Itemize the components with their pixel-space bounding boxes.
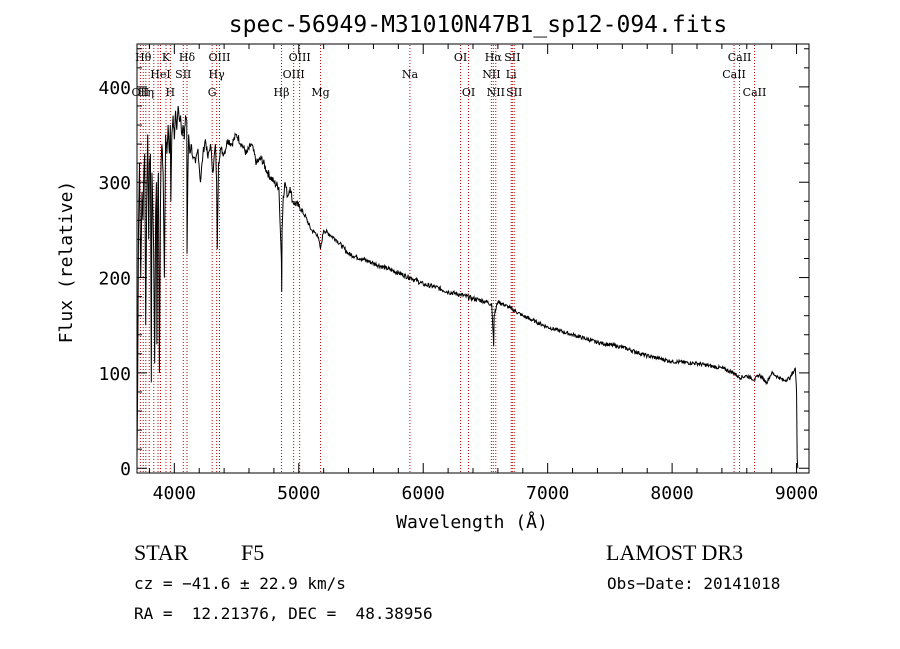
line-label: OIII (283, 68, 305, 81)
line-label: OIII (208, 51, 230, 64)
line-label: Mg (311, 86, 329, 99)
line-label: SII (175, 68, 191, 81)
x-axis: 4000 5000 6000 7000 8000 9000 (148, 44, 818, 504)
coordinates: RA = 12.21376, DEC = 48.38956 (134, 604, 433, 623)
line-label: HeI (150, 68, 170, 81)
y-tick-label: 400 (98, 78, 131, 99)
line-label: CaII (728, 51, 752, 64)
y-tick-label: 300 (98, 173, 131, 194)
line-label: NII (482, 68, 500, 81)
line-label: Hα (485, 51, 503, 64)
object-class: STAR (134, 540, 189, 565)
x-tick-label: 9000 (775, 483, 818, 504)
line-label: SII (504, 51, 520, 64)
spectral-line-labels: OII Hθ Hη HeI K H SII Hδ G Hγ OIII Hβ OIII OIII Mg Na OI… (132, 51, 767, 99)
redshift-velocity: cz = −41.6 ± 22.9 km/s (134, 574, 346, 593)
line-label: OI (454, 51, 467, 64)
plot-frame (136, 43, 810, 474)
line-label: CaII (722, 68, 746, 81)
x-tick-label: 5000 (277, 483, 320, 504)
line-label: Hη (138, 86, 154, 99)
line-label: NII (487, 86, 505, 99)
spectral-line-markers (139, 45, 755, 472)
line-label: SII (506, 86, 522, 99)
survey-name: LAMOST DR3 (606, 540, 744, 565)
line-label: CaII (743, 86, 767, 99)
line-label: OII (132, 86, 150, 99)
x-tick-label: 4000 (153, 483, 196, 504)
x-tick-label: 6000 (402, 483, 445, 504)
line-label: Hθ (135, 51, 152, 64)
x-tick-label: 8000 (650, 483, 693, 504)
y-tick-label: 200 (98, 269, 131, 290)
line-label: Hβ (274, 86, 290, 99)
y-tick-label: 100 (98, 364, 131, 385)
line-label: Li (506, 68, 517, 81)
chart-title: spec-56949-M31010N47B1_sp12-094.fits (229, 12, 728, 38)
y-tick-label: 0 (120, 459, 131, 480)
line-label: Na (402, 68, 419, 81)
x-tick-label: 7000 (526, 483, 569, 504)
y-axis: 0 100 200 300 400 (98, 48, 809, 480)
spectrum-line (136, 105, 799, 469)
line-label: G (208, 86, 217, 99)
line-label: Hδ (179, 51, 196, 64)
line-label: H (166, 86, 176, 99)
y-axis-label: Flux (relative) (56, 181, 77, 344)
observation-date: Obs−Date: 20141018 (607, 574, 781, 593)
line-label: Hγ (209, 68, 226, 81)
line-label: OI (462, 86, 475, 99)
line-label: K (162, 51, 171, 64)
x-axis-label: Wavelength (Å) (396, 511, 548, 533)
object-subclass: F5 (241, 540, 265, 565)
line-label: OIII (289, 51, 311, 64)
